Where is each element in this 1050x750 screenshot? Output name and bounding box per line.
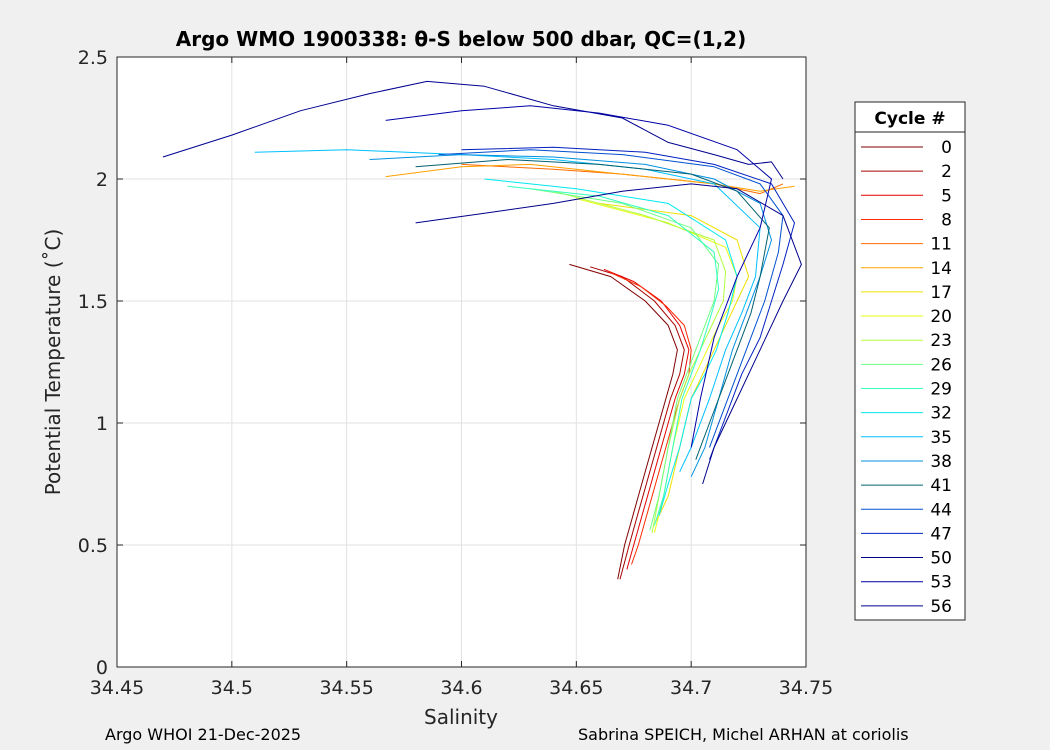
legend-entry-label: 50 (930, 549, 952, 569)
y-tick-label: 2 (96, 169, 108, 191)
footer-credit: Sabrina SPEICH, Michel ARHAN at coriolis (578, 725, 909, 744)
legend-title: Cycle # (874, 109, 945, 129)
legend-entry-label: 44 (930, 500, 952, 520)
legend-entry-label: 0 (941, 138, 952, 158)
chart-title: Argo WMO 1900338: θ-S below 500 dbar, QC… (176, 27, 746, 51)
legend: Cycle # 0 2 5 8 11 14 17 20 23 26 29 32 35 38 41 44 47 50 5… (854, 101, 966, 621)
legend-entry-label: 29 (930, 380, 952, 400)
legend-entry-label: 14 (930, 259, 952, 279)
legend-entry-label: 47 (930, 524, 952, 544)
series-line-cycle-50 (162, 80, 784, 180)
legend-entry-label: 8 (941, 210, 952, 230)
series-line-cycle-0 (569, 263, 678, 580)
series-line-cycle-14 (385, 163, 795, 192)
y-tick-label: 1.5 (78, 291, 108, 313)
legend-entry-label: 32 (930, 404, 952, 424)
legend-entry-label: 56 (930, 597, 952, 617)
y-tick-label: 1 (96, 413, 108, 435)
legend-entry-label: 53 (930, 573, 952, 593)
x-tick-label: 34.75 (779, 677, 833, 699)
legend-entry-label: 17 (930, 283, 952, 303)
x-tick-label: 34.6 (440, 677, 482, 699)
y-tick-label: 0 (96, 657, 108, 679)
legend-entry-label: 2 (941, 162, 952, 182)
series-line-cycle-56 (415, 183, 802, 485)
series-line-cycle-2 (589, 266, 685, 580)
y-tick-label: 0.5 (78, 535, 108, 557)
series-line-cycle-32 (484, 178, 738, 516)
plot-area: 34.45 34.5 34.55 34.6 34.65 34.7 34.75 0 0.5 1 1.5… (78, 47, 833, 699)
x-tick-label: 34.45 (90, 677, 144, 699)
legend-entry-label: 35 (930, 428, 952, 448)
series-line-cycle-8 (608, 271, 692, 565)
series-line-cycle-41 (415, 159, 770, 460)
y-tick-label: 2.5 (78, 47, 108, 69)
legend-entry-label: 26 (930, 355, 952, 375)
x-axis-label: Salinity (424, 705, 498, 729)
legend-entry-label: 41 (930, 476, 952, 496)
series-line-cycle-44 (438, 149, 784, 448)
x-tick-label: 34.7 (670, 677, 712, 699)
footer-source: Argo WHOI 21-Dec-2025 (105, 725, 302, 744)
x-tick-label: 34.65 (549, 677, 603, 699)
legend-entry-label: 5 (941, 186, 952, 206)
series-line-cycle-26 (530, 188, 720, 531)
x-tick-label: 34.55 (319, 677, 373, 699)
legend-entry-label: 38 (930, 452, 952, 472)
y-axis-label: Potential Temperature (˚C) (41, 229, 65, 496)
legend-entry-label: 23 (930, 331, 952, 351)
series-line-cycle-53 (385, 105, 772, 448)
x-tick-label: 34.5 (211, 677, 253, 699)
series-line-cycle-47 (461, 146, 795, 460)
legend-entry-label: 20 (930, 307, 952, 327)
series-line-cycle-29 (507, 185, 720, 526)
legend-entry-label: 11 (930, 235, 952, 255)
